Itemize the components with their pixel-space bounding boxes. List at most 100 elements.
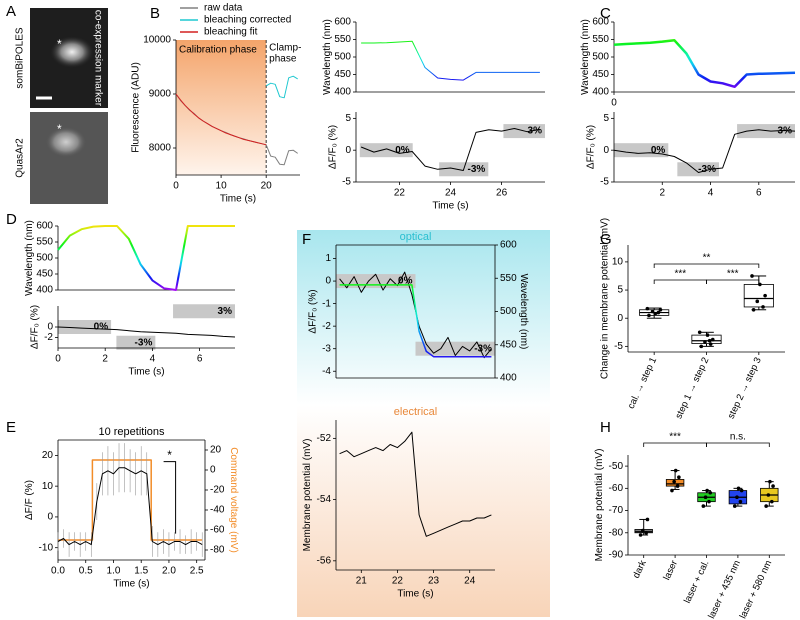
data-line (175, 93, 267, 146)
image-label: co-expression marker (92, 10, 103, 107)
x-tick-label: 0.5 (79, 566, 93, 577)
x-tick-label: step 2 → step 3 (726, 356, 764, 421)
marker: * (57, 37, 62, 51)
y2-tick-label: -20 (210, 485, 225, 496)
y-tick-label: 500 (36, 253, 53, 264)
x-tick-label: laser + cal. (682, 559, 711, 606)
y2-tick-label: 400 (500, 373, 517, 384)
data-point (672, 479, 676, 484)
data-point (703, 340, 707, 344)
x-tick-label: dark (631, 558, 649, 580)
y-tick-label: 500 (592, 52, 609, 63)
data-point (736, 486, 741, 491)
y2-axis-label: Command voltage (mV) (228, 447, 239, 553)
y-tick-label: 500 (334, 52, 351, 63)
data-point (645, 306, 650, 311)
data-point (766, 493, 771, 497)
y-axis-label: Wavelength (nm) (580, 19, 591, 95)
data-point (703, 495, 708, 500)
image-label: QuasAr2 (15, 138, 26, 178)
y-tick-label: -52 (317, 433, 332, 444)
significance-bracket (653, 279, 707, 284)
panel-a: A * co-expression marker somBiPOLES * Qu… (6, 3, 108, 204)
x-axis-label: Time (s) (397, 589, 433, 600)
data-point (645, 517, 650, 522)
data-point (658, 307, 663, 312)
cell (46, 127, 86, 157)
micrograph (30, 112, 108, 204)
data-point (771, 484, 775, 488)
y-tick-label: 400 (592, 87, 609, 98)
box (743, 284, 774, 308)
y-tick-label: 600 (592, 17, 609, 28)
data-point (708, 342, 713, 346)
x-tick-label: 4 (150, 354, 156, 365)
y-tick-label: -10 (39, 542, 54, 553)
data-point (732, 504, 737, 508)
y-tick-label: -54 (317, 494, 332, 505)
data-line (57, 467, 203, 546)
x-tick-label: 10 (216, 181, 228, 192)
level-label: 3% (528, 126, 543, 137)
panel-letter: A (6, 3, 16, 20)
optical-background (297, 230, 550, 405)
y-tick-label: 10000 (143, 35, 171, 46)
x-tick-label: 24 (464, 576, 476, 587)
x-tick-label: step 1 → step 2 (673, 356, 711, 421)
y2-tick-label: -80 (210, 545, 225, 556)
x-tick-label: cal. → step 1 (626, 356, 659, 411)
x-tick-label: 22 (394, 188, 406, 199)
data-line (339, 284, 492, 358)
y-tick-label: 0 (47, 322, 53, 333)
x-tick-label: 0 (611, 98, 617, 109)
y-tick-label: -5 (614, 341, 623, 352)
data-point (650, 309, 655, 314)
y-tick-label: 400 (36, 285, 53, 296)
data-point (705, 333, 710, 337)
data-point (739, 488, 744, 493)
y2-tick-label: -60 (210, 525, 225, 536)
data-point (697, 330, 702, 335)
data-point (768, 479, 772, 484)
x-tick-label: 1.5 (134, 566, 148, 577)
panel-letter: F (302, 231, 311, 248)
data-line (57, 225, 235, 291)
y-tick-label: -5 (600, 177, 609, 188)
level-label: 3% (218, 306, 233, 317)
y-tick-label: 5 (617, 285, 623, 296)
panel-letter: H (600, 419, 611, 436)
data-point (699, 344, 704, 349)
y-axis-label: Membrane potential (mV) (302, 439, 313, 552)
data-point (653, 311, 658, 316)
data-line (361, 40, 540, 81)
y-axis-label: ΔF/F₀ (%) (585, 125, 596, 169)
y-tick-label: 0 (345, 145, 351, 156)
panel-letter: C (600, 5, 611, 22)
significance-bracket (163, 461, 177, 534)
data-point (710, 337, 715, 342)
data-line (57, 326, 236, 338)
x-tick-label: 24 (445, 188, 457, 199)
significance-label: *** (674, 269, 686, 280)
y-tick-label: 10 (612, 257, 624, 268)
y2-axis-label: Wavelength (nm) (518, 274, 529, 350)
y-axis-label: Wavelength (nm) (24, 220, 35, 296)
region-label: phase (269, 54, 297, 65)
x-tick-label: 21 (356, 576, 368, 587)
chart-title: electrical (394, 406, 437, 418)
y2-tick-label: 500 (500, 306, 517, 317)
y-tick-label: 600 (334, 17, 351, 28)
y-tick-label: -56 (317, 555, 332, 566)
y-axis-label: Change in membrane potential (mV) (599, 218, 610, 379)
level-label: -3% (474, 343, 492, 354)
data-point (708, 490, 713, 495)
significance-bracket (643, 442, 707, 447)
x-tick-label: 0 (173, 181, 179, 192)
y2-tick-label: 550 (500, 273, 517, 284)
y-tick-label: 9000 (149, 89, 172, 100)
panel-letter: D (6, 211, 17, 228)
y-tick-label: 5 (345, 113, 351, 124)
y-tick-label: -1 (322, 298, 331, 309)
y2-tick-label: 600 (500, 240, 517, 251)
y-tick-label: -70 (609, 505, 624, 516)
